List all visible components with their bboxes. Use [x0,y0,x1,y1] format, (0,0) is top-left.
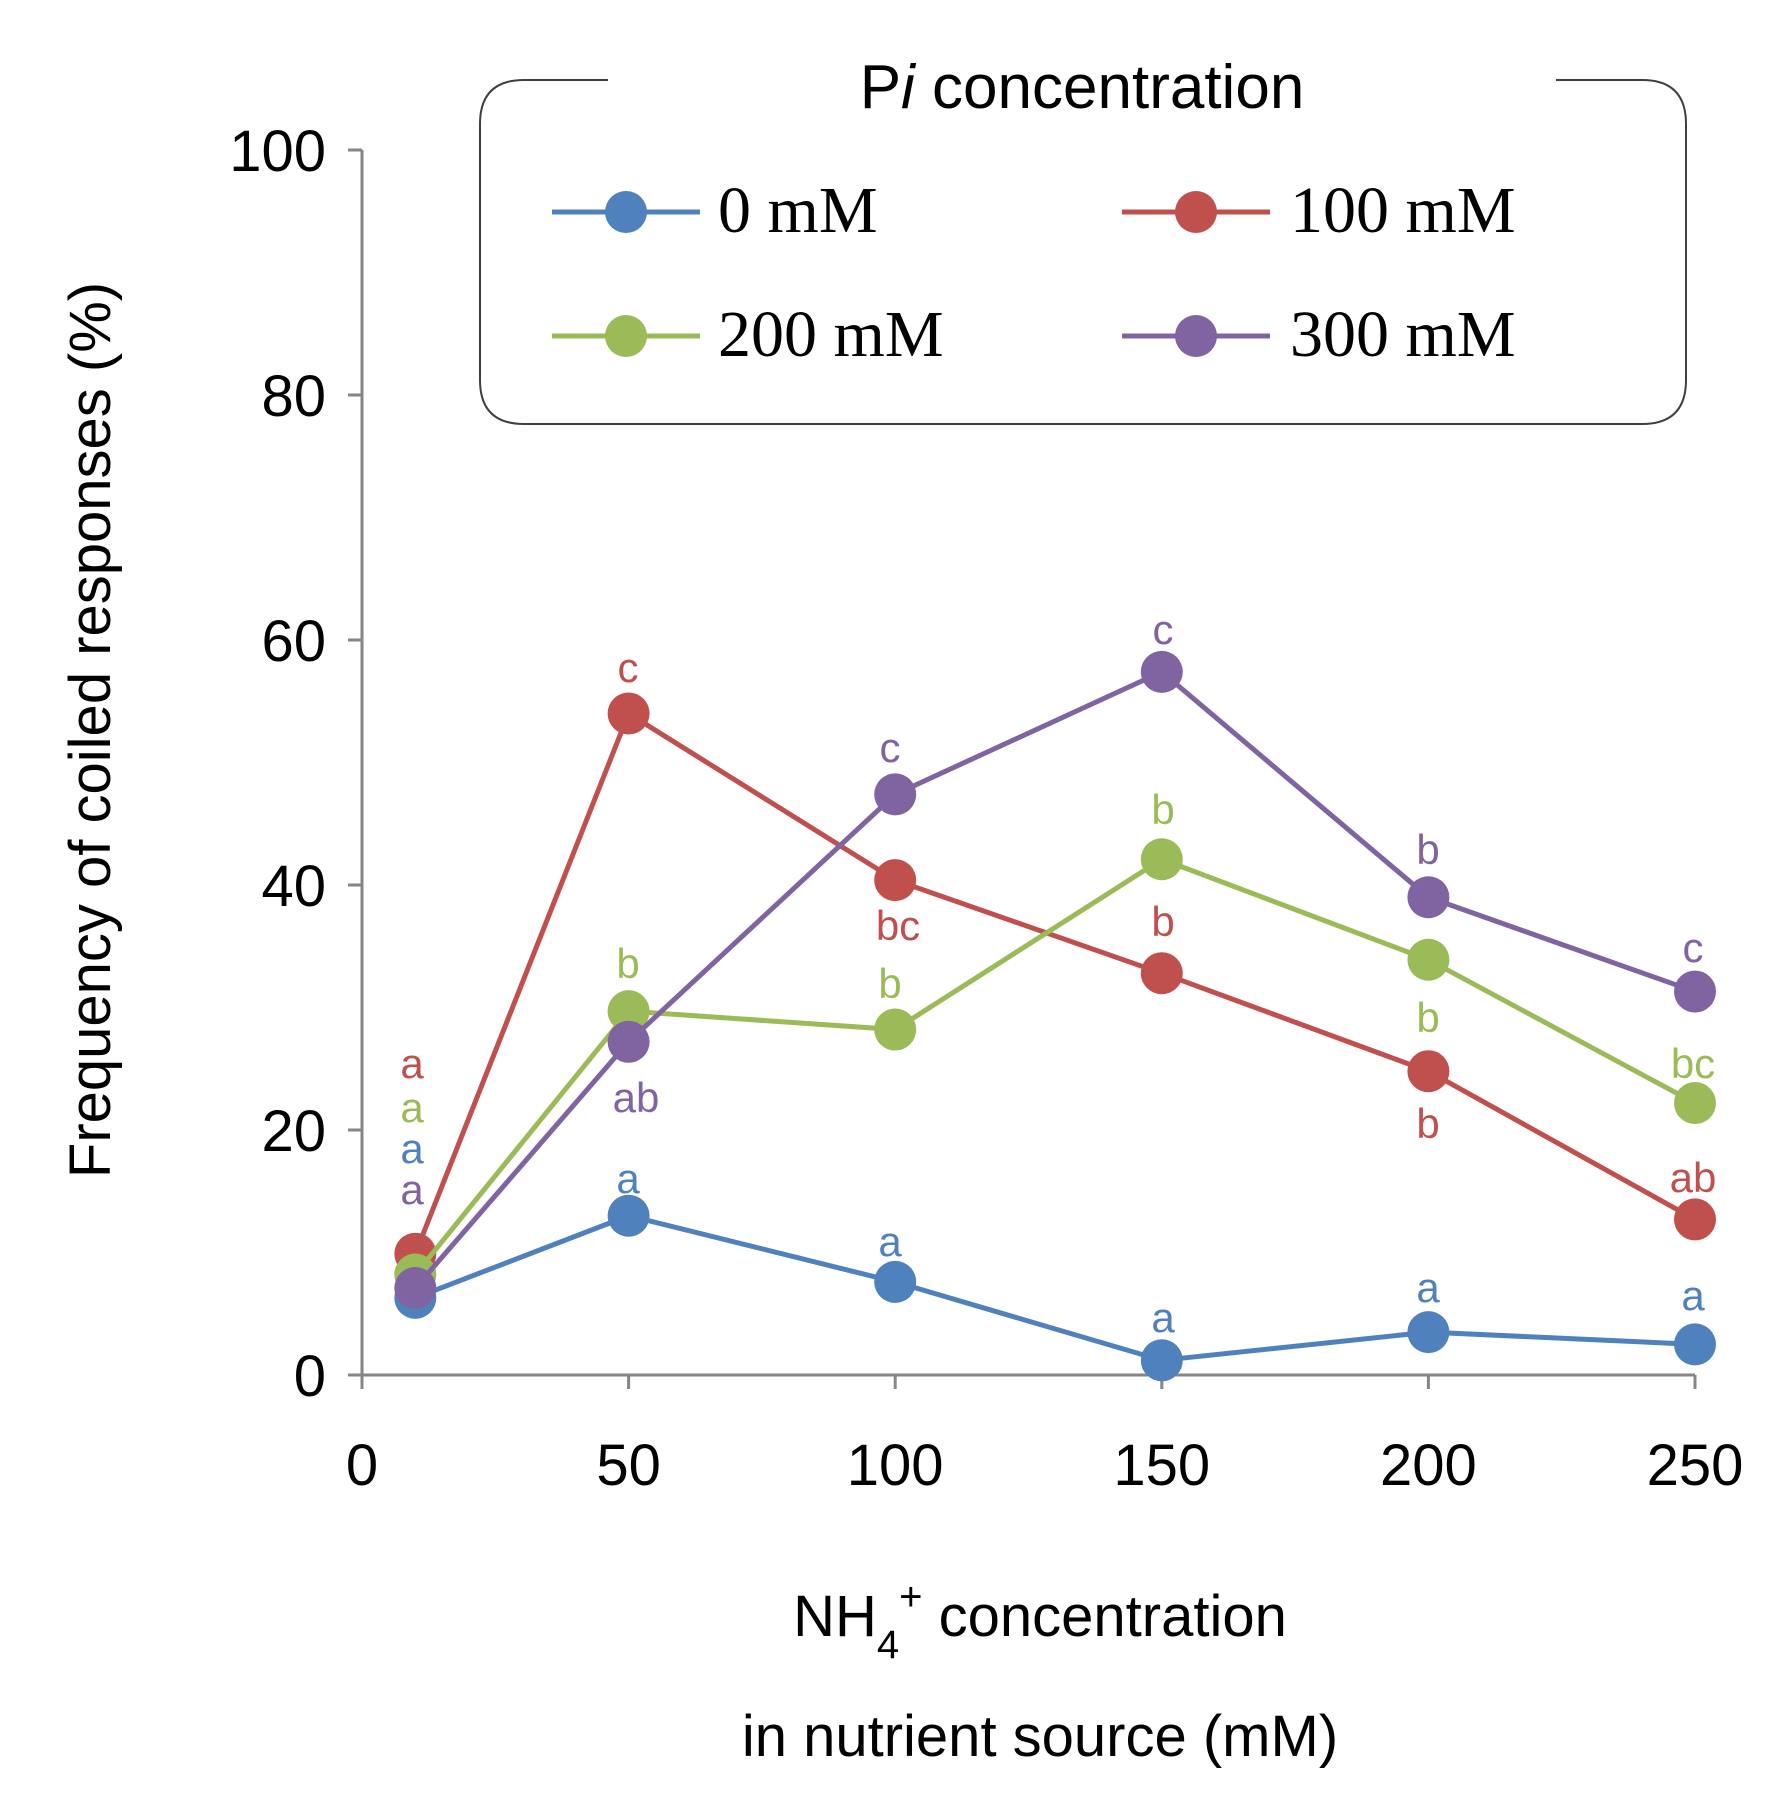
series-line [414,1213,1696,1363]
x-tick-label: 200 [1380,1433,1477,1498]
y-ticks: 0 20 40 60 80 100 [229,119,362,1409]
legend-swatch-marker [1175,191,1217,233]
significance-letter: b [1151,898,1174,945]
axes: 0 20 40 60 80 100 0 50 100 150 200 250 [229,119,1743,1498]
x-ticks: 0 50 100 150 200 250 [346,1375,1744,1498]
legend-item-100mm: 100 mM [1122,174,1516,247]
data-point [1140,650,1183,693]
x-tick-label: 250 [1647,1433,1744,1498]
series-layer [394,650,1716,1382]
data-point [1674,1082,1716,1125]
significance-letter: a [1416,1264,1440,1311]
significance-letter: a [400,1084,424,1131]
series-line [413,669,1696,1290]
legend-swatch-marker [605,191,647,233]
data-point [394,1267,437,1310]
x-tick-label: 150 [1113,1433,1210,1498]
significance-letter: ab [1670,1154,1717,1201]
significance-letter: bc [876,902,920,949]
series-300-mm [394,650,1716,1310]
legend-title: Pi concentration [860,53,1305,122]
significance-letter: b [878,960,901,1007]
data-point [607,692,650,735]
data-point [1140,838,1183,881]
legend-swatch-marker [1175,315,1217,357]
data-point [1140,952,1183,995]
data-point [874,773,917,816]
legend: Pi concentration 0 mM 100 mM 200 mM 300 … [479,53,1687,425]
data-point [1140,1339,1183,1382]
significance-letter: c [1153,606,1174,653]
x-tick-label: 50 [596,1433,661,1498]
legend-label-200mm: 200 mM [718,298,944,371]
data-point [874,1260,917,1303]
significance-letter: a [1681,1272,1705,1319]
data-point [1674,1198,1716,1241]
y-tick-label: 60 [261,609,326,674]
series-line [413,856,1697,1277]
significance-letter: b [1416,994,1439,1041]
series-100-mm [394,692,1716,1275]
y-tick-label: 80 [261,364,326,429]
significance-letter: bc [1671,1040,1715,1087]
series-line [412,711,1697,1255]
legend-label-100mm: 100 mM [1290,174,1516,247]
significance-letter: c [880,724,901,771]
data-point [874,859,917,902]
significance-letter: a [616,1155,640,1202]
legend-item-200mm: 200 mM [552,298,944,371]
x-axis-title-line1: NH4+ concentration [793,1575,1287,1667]
significance-letter: c [618,644,639,691]
legend-item-0mm: 0 mM [552,174,878,247]
data-point [1407,1050,1450,1093]
data-point [607,990,650,1033]
series-200-mm [394,838,1716,1296]
y-tick-label: 0 [294,1344,326,1409]
y-axis-title: Frequency of coiled responses (%) [58,282,123,1178]
significance-letter: ab [613,1074,660,1121]
significance-letter: b [1416,1100,1439,1147]
significance-letter: b [1151,786,1174,833]
legend-frame [479,79,1687,425]
data-point [1407,938,1450,981]
x-tick-label: 100 [847,1433,944,1498]
data-point [1674,1323,1716,1366]
significance-letter: a [1151,1294,1175,1341]
data-point [1407,876,1450,919]
y-tick-label: 100 [229,119,326,184]
data-point [607,1194,650,1237]
significance-letter: a [400,1166,424,1213]
legend-label-0mm: 0 mM [718,174,878,247]
data-point [1674,970,1716,1013]
data-point [607,1020,650,1063]
y-tick-label: 40 [261,854,326,919]
y-tick-label: 20 [261,1099,326,1164]
significance-letter: a [400,1040,424,1087]
series-0-mm [394,1194,1716,1382]
legend-label-300mm: 300 mM [1290,298,1516,371]
legend-item-300mm: 300 mM [1122,298,1516,371]
significance-letter: a [400,1125,424,1172]
x-axis-title-line2: in nutrient source (mM) [742,1704,1338,1769]
data-point [874,1008,917,1051]
significance-letter: c [1683,924,1704,971]
legend-swatch-marker [605,315,647,357]
x-tick-label: 0 [346,1433,378,1498]
significance-letter: a [878,1218,902,1265]
significance-letter: b [1416,826,1439,873]
data-point [1407,1311,1450,1354]
significance-letter: b [616,940,639,987]
